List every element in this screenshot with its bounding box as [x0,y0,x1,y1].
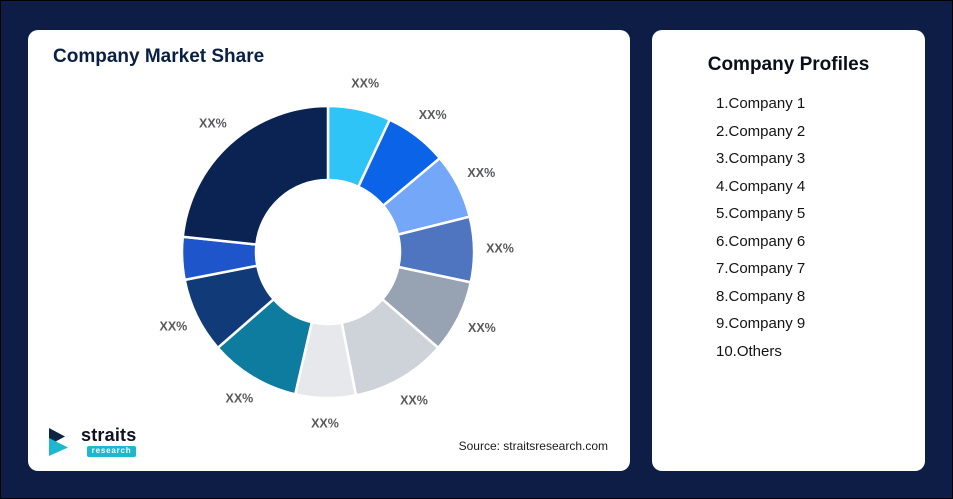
segment-label: XX% [467,166,495,180]
company-list-item: 9.Company 9 [716,315,806,332]
profiles-title: Company Profiles [707,54,870,75]
company-list-item: 3.Company 3 [716,150,806,167]
segment-label: XX% [419,108,447,122]
donut-chart-svg: XX% XX% XX% XX% XX% XX% XX% XX% XX% XX% [160,76,514,430]
company-list-item: 10.Others [716,342,782,360]
logo-text: straits research [81,425,137,457]
segment-label: XX% [400,393,428,407]
company-list-item: 2.Company 2 [716,122,806,140]
segment-label: XX% [468,321,496,335]
market-share-title: Company Market Share [53,46,265,67]
donut-segment [181,104,330,246]
segment-label: XX% [311,416,339,430]
segment-label: XX% [226,392,254,406]
market-share-card: Company Market Share XX% XX% XX% XX% XX% XX% X… [28,30,630,471]
logo-sub: research [86,446,137,457]
logo: straits research [48,425,137,457]
company-list-item: 1.Company 1 [716,95,806,112]
company-list-item: 7.Company 7 [716,260,806,277]
straits-logo-icon [49,427,68,456]
company-list-item: 8.Company 8 [716,287,806,305]
logo-brand: straits [81,425,137,445]
company-list-item: 4.Company 4 [716,177,806,195]
segment-label: XX% [351,76,379,90]
company-list: 1.Company 1 2.Company 2 3.Company 3 4.Compa… [652,90,925,365]
segment-label: XX% [486,241,514,255]
segment-label: XX% [160,320,188,334]
company-list-item: 5.Company 5 [716,205,806,222]
profiles-card: Company Profiles 1.Company 1 2.Company 2 3… [652,30,925,471]
company-list-item: 6.Company 6 [716,232,806,250]
source-attribution: Source: straitsresearch.com [458,439,608,453]
segment-label: XX% [199,116,227,130]
